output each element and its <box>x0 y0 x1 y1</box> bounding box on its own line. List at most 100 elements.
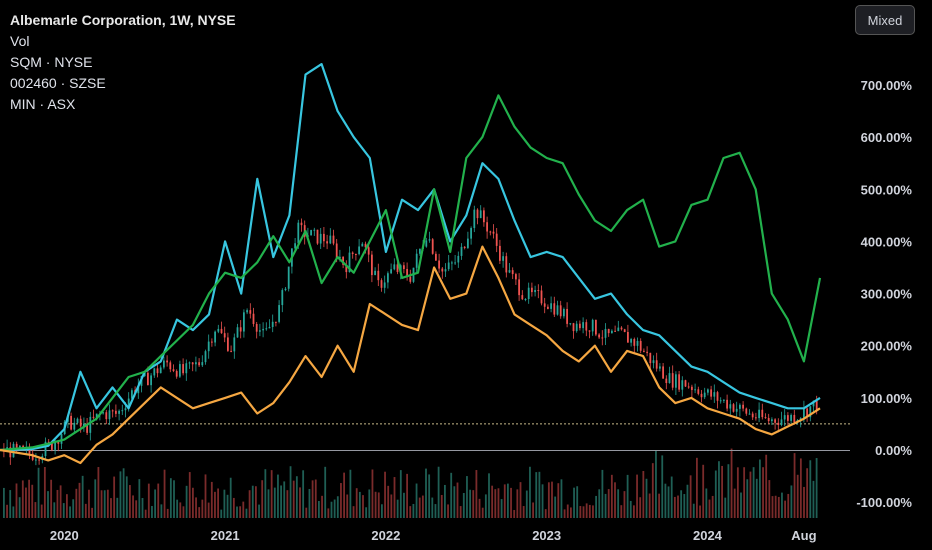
scale-mode-button[interactable]: Mixed <box>855 5 915 35</box>
volume-bar <box>330 501 333 518</box>
volume-bar <box>393 477 396 518</box>
volume-bar <box>173 480 175 518</box>
volume-bar <box>576 486 579 518</box>
volume-bar <box>176 499 179 518</box>
volume-bar <box>333 499 336 518</box>
candle-body <box>611 330 613 334</box>
candle-body <box>342 256 344 265</box>
candle-body <box>329 235 332 244</box>
volume-bar <box>718 461 720 518</box>
candle-body <box>793 414 796 423</box>
candle-body <box>527 287 530 300</box>
candle-body <box>601 337 604 339</box>
candle-body <box>54 441 56 450</box>
volume-bar <box>560 479 563 518</box>
volume-bar <box>138 479 141 518</box>
volume-bar <box>119 471 122 518</box>
candle-body <box>166 360 168 363</box>
volume-bar <box>466 476 468 518</box>
legend-vol[interactable]: Vol <box>10 33 30 49</box>
volume-bar <box>765 454 768 518</box>
volume-bar <box>535 472 538 518</box>
series-line-szse[interactable] <box>0 94 822 452</box>
volume-bar <box>69 506 71 518</box>
volume-bar <box>418 497 421 518</box>
candle-body <box>441 268 444 272</box>
volume-bar <box>752 467 755 518</box>
candle-body <box>371 254 373 276</box>
volume-bar <box>708 499 711 518</box>
volume-bar <box>37 467 40 518</box>
candle-body <box>575 323 578 332</box>
y-tick-label: 200.00% <box>861 339 913 354</box>
candle-body <box>755 417 757 419</box>
volume-bar <box>273 487 276 518</box>
volume-bar <box>598 489 601 518</box>
volume-bar <box>768 480 771 518</box>
candle-body <box>649 352 652 364</box>
candle-body <box>51 441 53 450</box>
volume-bar <box>192 487 194 518</box>
candle-body <box>518 279 520 296</box>
candle-body <box>137 385 140 394</box>
candle-body <box>223 333 226 338</box>
volume-bar <box>56 489 59 518</box>
legend-series-sqm[interactable]: SQM · NYSE <box>10 54 93 70</box>
candle-body <box>742 404 744 409</box>
volume-bar <box>210 481 213 518</box>
candle-body <box>268 326 271 329</box>
volume-bar <box>620 505 623 518</box>
candle-body <box>595 319 597 335</box>
volume-bar <box>762 467 764 518</box>
candle-body <box>473 209 476 229</box>
volume-bar <box>472 490 475 518</box>
volume-bar <box>277 474 279 518</box>
volume-bar <box>601 469 604 518</box>
candle-body <box>239 327 242 332</box>
candle-body <box>687 386 690 388</box>
candle-body <box>463 246 466 248</box>
x-tick-label: 2023 <box>532 528 561 543</box>
volume-bar <box>544 509 547 518</box>
volume-bar <box>475 470 478 518</box>
candle-body <box>271 321 274 327</box>
volume-bar <box>425 468 427 518</box>
volume-bar <box>62 503 65 518</box>
candle-body <box>367 247 370 255</box>
legend-series-min[interactable]: MIN · ASX <box>10 96 76 112</box>
volume-bars <box>3 448 818 518</box>
legend-series-szse[interactable]: 002460 · SZSE <box>10 75 106 91</box>
candle-body <box>15 443 18 448</box>
candle-body <box>323 233 325 242</box>
candle-body <box>492 231 495 234</box>
volume-bar <box>500 499 503 518</box>
candle-body <box>719 400 722 402</box>
volume-bar <box>516 489 519 518</box>
candle-body <box>236 327 239 338</box>
candle-body <box>467 238 469 248</box>
volume-bar <box>661 455 664 518</box>
candle-body <box>438 260 440 269</box>
candle-body <box>95 413 98 418</box>
candle-body <box>671 373 674 388</box>
candle-body <box>604 328 607 338</box>
candle-body <box>252 313 255 324</box>
series-line-min[interactable] <box>0 245 821 465</box>
candle-body <box>508 270 511 273</box>
candle-body <box>505 256 508 273</box>
candle-body <box>758 409 760 419</box>
volume-bar <box>658 493 660 518</box>
series-line-sqm[interactable] <box>0 62 821 452</box>
volume-bar <box>510 487 512 518</box>
volume-bar <box>444 484 446 518</box>
candle-body <box>499 245 501 261</box>
volume-bar <box>692 503 695 518</box>
volume-bar <box>702 464 705 518</box>
candle-body <box>255 323 258 332</box>
volume-bar <box>592 505 594 518</box>
y-tick-label: 100.00% <box>861 391 913 406</box>
candle-body <box>390 269 392 274</box>
volume-bar <box>437 466 440 518</box>
volume-bar <box>513 509 516 518</box>
